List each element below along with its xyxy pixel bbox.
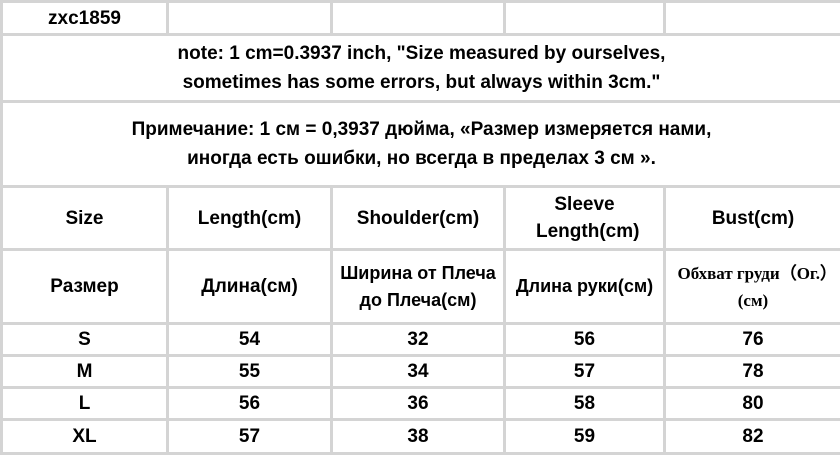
bust-cell: 76 [665, 324, 840, 356]
column-header: Ширина от Плеча до Плеча(см) [332, 250, 505, 324]
sleeve-cell: 59 [505, 420, 665, 454]
column-header: Bust(cm) [665, 187, 840, 250]
length-cell: 54 [168, 324, 332, 356]
bust-cell: 78 [665, 356, 840, 388]
shoulder-cell: 38 [332, 420, 505, 454]
empty-cell [332, 2, 505, 35]
size-cell: M [2, 356, 168, 388]
column-header: Sleeve Length(cm) [505, 187, 665, 250]
length-cell: 55 [168, 356, 332, 388]
header-row-ru: Размер Длина(см) Ширина от Плеча до Плеч… [2, 250, 840, 324]
bust-cell: 80 [665, 388, 840, 420]
length-cell: 56 [168, 388, 332, 420]
english-note: note: 1 cm=0.3937 inch, "Size measured b… [2, 35, 840, 102]
size-cell: XL [2, 420, 168, 454]
length-cell: 57 [168, 420, 332, 454]
shoulder-cell: 34 [332, 356, 505, 388]
sleeve-cell: 58 [505, 388, 665, 420]
column-header: Shoulder(cm) [332, 187, 505, 250]
sleeve-cell: 57 [505, 356, 665, 388]
code-row: zxc1859 [2, 2, 840, 35]
empty-cell [168, 2, 332, 35]
product-code: zxc1859 [2, 2, 168, 35]
note-line: note: 1 cm=0.3937 inch, "Size measured b… [5, 39, 838, 68]
bust-cell: 82 [665, 420, 840, 454]
column-header: Обхват груди（Ог.）(см) [665, 250, 840, 324]
column-header: Размер [2, 250, 168, 324]
note-line: sometimes has some errors, but always wi… [5, 68, 838, 97]
table-row: XL 57 38 59 82 [2, 420, 840, 454]
note-line: иногда есть ошибки, но всегда в пределах… [5, 144, 838, 173]
table-row: M 55 34 57 78 [2, 356, 840, 388]
column-header: Length(cm) [168, 187, 332, 250]
table-row: S 54 32 56 76 [2, 324, 840, 356]
note-line: Примечание: 1 см = 0,3937 дюйма, «Размер… [5, 115, 838, 144]
size-cell: S [2, 324, 168, 356]
column-header: Длина руки(см) [505, 250, 665, 324]
column-header: Size [2, 187, 168, 250]
empty-cell [505, 2, 665, 35]
shoulder-cell: 32 [332, 324, 505, 356]
size-cell: L [2, 388, 168, 420]
empty-cell [665, 2, 840, 35]
sleeve-cell: 56 [505, 324, 665, 356]
header-row-en: Size Length(cm) Shoulder(cm) Sleeve Leng… [2, 187, 840, 250]
russian-note: Примечание: 1 см = 0,3937 дюйма, «Размер… [2, 102, 840, 187]
table-row: L 56 36 58 80 [2, 388, 840, 420]
column-header: Длина(см) [168, 250, 332, 324]
shoulder-cell: 36 [332, 388, 505, 420]
